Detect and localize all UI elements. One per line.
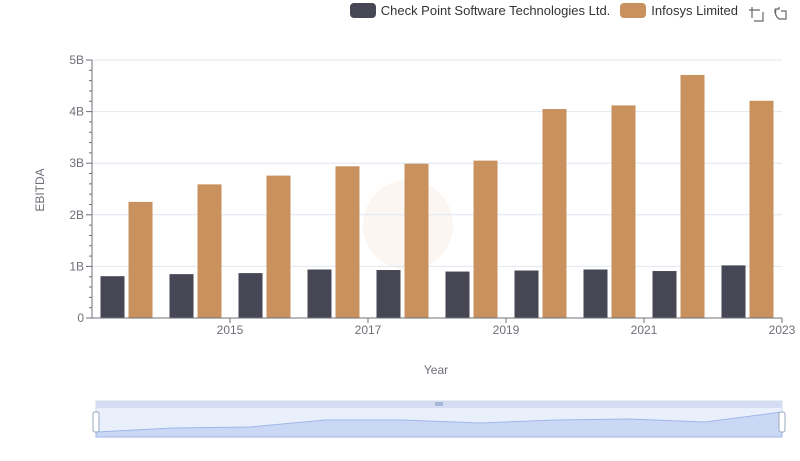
y-tick-label: 1B — [69, 259, 84, 273]
legend-item-check-point[interactable]: Check Point Software Technologies Ltd. — [349, 3, 611, 18]
bar-check-point[interactable] — [583, 269, 608, 318]
y-axis-label: EBITDA — [33, 168, 47, 211]
bar-infosys[interactable] — [542, 109, 567, 319]
bar-infosys[interactable] — [611, 105, 636, 319]
slider-right-handle[interactable] — [778, 411, 786, 433]
bar-infosys[interactable] — [404, 163, 429, 318]
bar-check-point[interactable] — [307, 269, 332, 318]
y-tick-label: 0 — [77, 311, 84, 325]
legend-swatch-infosys — [620, 3, 647, 18]
slider-preview-area — [95, 411, 783, 438]
bar-infosys[interactable] — [335, 166, 360, 318]
slider-drag-handle[interactable] — [435, 402, 443, 406]
bar-infosys[interactable] — [680, 74, 705, 319]
slider-left-handle[interactable] — [92, 411, 100, 433]
zoom-icon[interactable] — [748, 6, 764, 22]
bar-infosys[interactable] — [197, 184, 222, 318]
bar-check-point[interactable] — [100, 276, 125, 318]
y-tick-label: 2B — [69, 208, 84, 222]
legend: Check Point Software Technologies Ltd. I… — [349, 3, 738, 18]
bars-group — [100, 74, 774, 319]
y-tick-label: 3B — [69, 156, 84, 170]
x-axis-label: Year — [424, 363, 448, 377]
x-tick-label: 2021 — [631, 323, 658, 337]
bar-check-point[interactable] — [721, 265, 746, 318]
bar-check-point[interactable] — [445, 271, 470, 318]
bar-check-point[interactable] — [376, 270, 401, 318]
bar-check-point[interactable] — [169, 274, 194, 318]
legend-label-check-point: Check Point Software Technologies Ltd. — [380, 3, 611, 18]
bar-infosys[interactable] — [266, 175, 291, 318]
legend-label-infosys: Infosys Limited — [651, 3, 738, 18]
x-tick-label: 2019 — [493, 323, 520, 337]
toolbox — [748, 6, 788, 22]
bar-infosys[interactable] — [473, 160, 498, 318]
bar-check-point[interactable] — [238, 273, 263, 318]
bar-infosys[interactable] — [749, 100, 774, 318]
legend-swatch-check-point — [349, 3, 376, 18]
x-tick-label: 2017 — [355, 323, 382, 337]
bar-check-point[interactable] — [514, 270, 539, 318]
bar-infosys[interactable] — [128, 201, 153, 318]
x-tick-label: 2023 — [769, 323, 796, 337]
restore-icon[interactable] — [772, 6, 788, 22]
legend-item-infosys[interactable]: Infosys Limited — [620, 3, 738, 18]
axes-group: 0 1B 2B 3B 4B 5B 2015 2017 2019 2021 2023 — [69, 53, 795, 337]
x-tick-label: 2015 — [217, 323, 244, 337]
bar-check-point[interactable] — [652, 271, 677, 318]
grid-lines — [92, 59, 782, 267]
data-zoom-slider[interactable] — [92, 400, 786, 438]
y-tick-label: 5B — [69, 53, 84, 67]
y-tick-label: 4B — [69, 105, 84, 119]
